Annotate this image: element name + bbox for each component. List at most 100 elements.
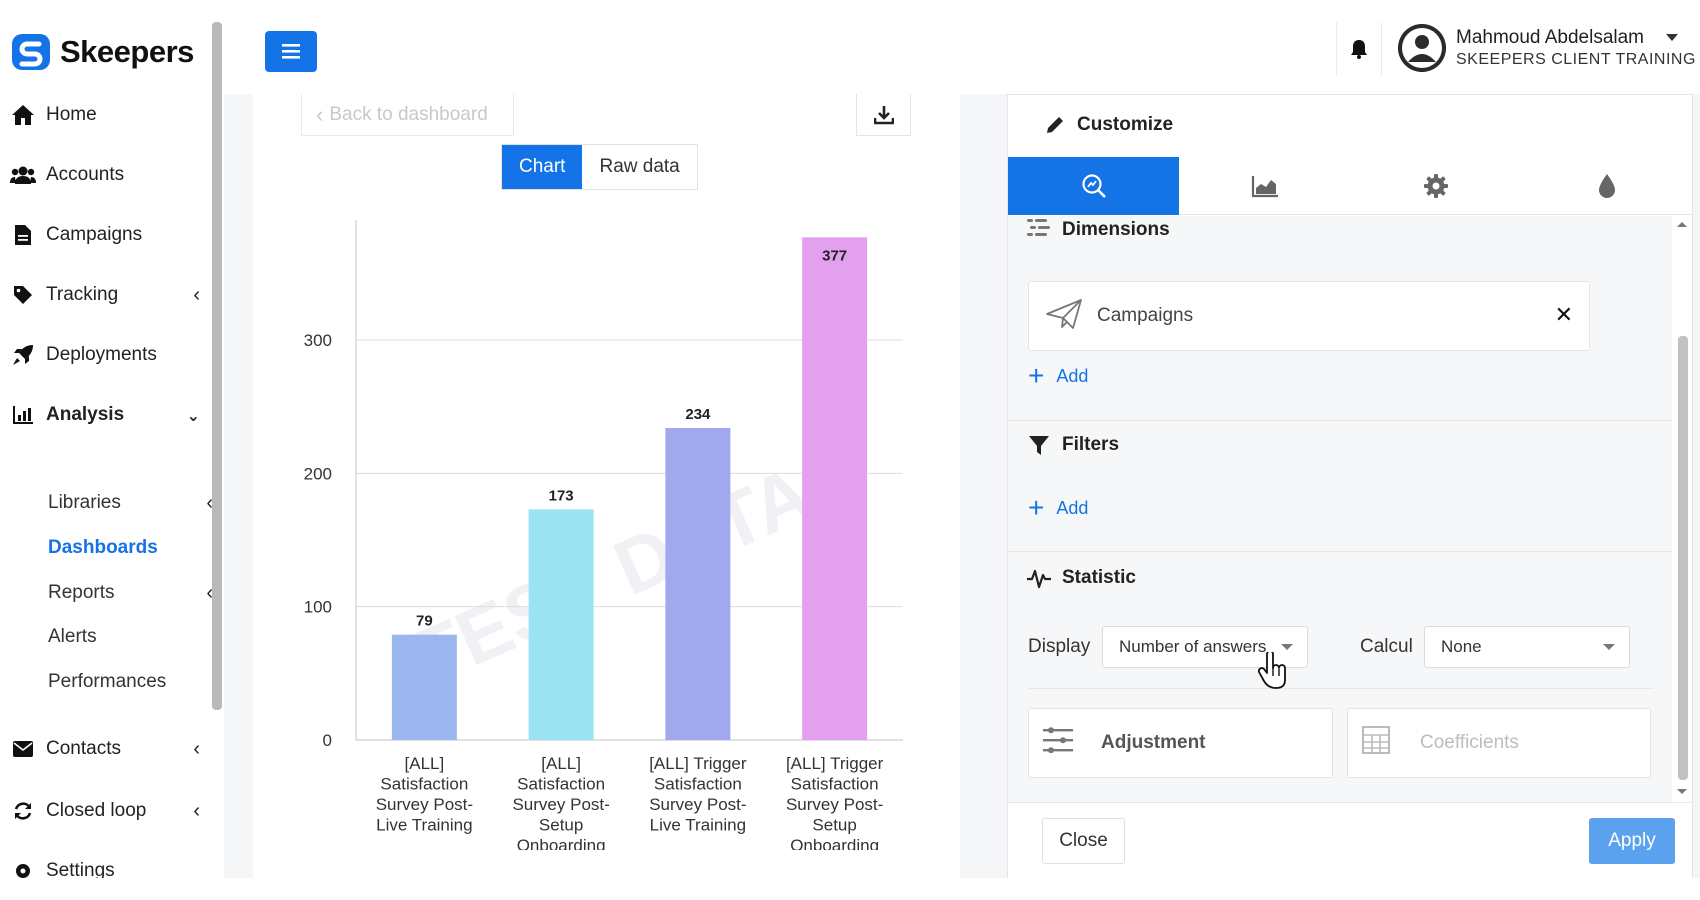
- data-label: 234: [685, 406, 711, 423]
- divider: [1028, 688, 1654, 689]
- user-menu[interactable]: Mahmoud Abdelsalam SKEEPERS CLIENT TRAIN…: [1398, 24, 1696, 72]
- y-tick-label: 300: [304, 331, 332, 350]
- gear-icon: [1423, 174, 1448, 198]
- dimensions-label: Dimensions: [1062, 219, 1170, 240]
- statistic-title: Statistic: [1026, 567, 1136, 589]
- y-tick-label: 0: [323, 731, 332, 750]
- sidebar-item-contacts[interactable]: Contacts ‹: [0, 738, 210, 760]
- notifications-button[interactable]: [1336, 22, 1382, 76]
- user-name: Mahmoud Abdelsalam: [1456, 27, 1644, 48]
- back-label: Back to dashboard: [329, 103, 488, 125]
- tab-data[interactable]: [1008, 157, 1179, 215]
- bell-icon: [1351, 40, 1367, 59]
- caret-down-icon[interactable]: [1666, 34, 1678, 41]
- sidebar-item-label: Settings: [46, 860, 115, 878]
- chevron-left-icon: ‹: [206, 582, 213, 604]
- dimension-label: Campaigns: [1097, 305, 1194, 326]
- dimension-campaigns-card[interactable]: Campaigns ✕: [1028, 281, 1590, 351]
- logo[interactable]: Skeepers: [10, 32, 194, 72]
- close-button[interactable]: Close: [1042, 818, 1125, 864]
- remove-dimension-icon[interactable]: ✕: [1554, 302, 1573, 327]
- chevron-left-icon: ‹: [316, 101, 324, 127]
- table-grid-icon: [1362, 726, 1402, 760]
- sidebar-subitem-reports[interactable]: Reports ‹: [48, 582, 213, 604]
- divider: [1008, 551, 1672, 552]
- area-chart-icon: [1251, 176, 1278, 198]
- caret-down-icon: [1281, 644, 1293, 650]
- back-to-dashboard-button[interactable]: ‹ Back to dashboard: [301, 94, 514, 136]
- sidebar-item-label: Closed loop: [46, 800, 147, 821]
- sidebar-item-tracking[interactable]: Tracking ‹: [0, 284, 210, 306]
- sidebar: Skeepers Home Accounts Campaigns Trackin…: [0, 22, 224, 878]
- pulse-icon: [1026, 567, 1052, 589]
- sidebar-subitem-dashboards[interactable]: Dashboards: [48, 537, 213, 559]
- sidebar-item-settings[interactable]: Settings: [0, 860, 210, 878]
- sidebar-subitem-label: Reports: [48, 582, 115, 603]
- sidebar-item-label: Campaigns: [46, 224, 143, 245]
- scroll-down-icon[interactable]: [1675, 787, 1689, 797]
- calcul-select[interactable]: None: [1424, 626, 1630, 668]
- scroll-up-icon[interactable]: [1675, 219, 1689, 229]
- chevron-down-icon: ⌄: [186, 408, 200, 425]
- sidebar-item-label: Accounts: [46, 164, 125, 185]
- gear-icon: [0, 861, 46, 878]
- add-dimension-button[interactable]: + Add: [1028, 362, 1088, 390]
- x-tick-label: [ALL] Trigger Satisfaction Survey Post-Liv…: [649, 754, 747, 835]
- tab-raw-data[interactable]: Raw data: [582, 145, 697, 189]
- skeepers-logo-icon: [12, 34, 50, 70]
- sidebar-item-analysis[interactable]: Analysis ⌄: [0, 404, 210, 426]
- download-icon: [873, 105, 894, 124]
- display-value: Number of answers: [1119, 637, 1267, 656]
- filter-icon: [1026, 434, 1052, 456]
- hand-cursor-icon: [1258, 652, 1286, 689]
- sidebar-subitem-libraries[interactable]: Libraries ‹: [48, 492, 213, 514]
- sidebar-subitem-alerts[interactable]: Alerts: [48, 626, 213, 648]
- customize-scroll-track[interactable]: [1675, 216, 1689, 808]
- sidebar-subitem-performances[interactable]: Performances: [48, 671, 213, 693]
- chevron-left-icon: ‹: [193, 799, 200, 822]
- tab-chart[interactable]: Chart: [502, 145, 583, 189]
- sidebar-item-deployments[interactable]: Deployments: [0, 344, 210, 366]
- tab-chart-type[interactable]: [1179, 157, 1350, 215]
- rocket-icon: [0, 344, 46, 366]
- add-label: Add: [1056, 497, 1089, 518]
- customize-tabs: [1008, 157, 1692, 215]
- add-label: Add: [1056, 365, 1089, 386]
- y-tick-label: 100: [304, 598, 332, 617]
- y-tick-label: 200: [304, 464, 332, 483]
- tab-colors[interactable]: [1521, 157, 1692, 215]
- sidebar-item-home[interactable]: Home: [0, 104, 210, 126]
- sliders-icon: [1043, 727, 1083, 759]
- caret-down-icon: [1603, 644, 1615, 650]
- coefficients-card[interactable]: Coefficients: [1347, 708, 1651, 778]
- sidebar-item-campaigns[interactable]: Campaigns: [0, 224, 210, 246]
- sidebar-subitem-label: Libraries: [48, 492, 121, 513]
- users-icon: [0, 165, 46, 185]
- statistic-label: Statistic: [1062, 567, 1136, 588]
- data-label: 377: [822, 247, 847, 264]
- menu-toggle-button[interactable]: [265, 31, 317, 72]
- apply-button[interactable]: Apply: [1589, 818, 1675, 864]
- top-bar: [224, 22, 1700, 94]
- tag-icon: [0, 285, 46, 305]
- sidebar-item-closed-loop[interactable]: Closed loop ‹: [0, 800, 210, 822]
- data-label: 173: [549, 487, 574, 504]
- display-label: Display: [1028, 636, 1091, 657]
- pencil-icon: [1047, 117, 1063, 133]
- hamburger-icon: [282, 44, 300, 59]
- adjustment-card[interactable]: Adjustment: [1028, 708, 1333, 778]
- adjustment-label: Adjustment: [1101, 732, 1206, 753]
- tab-settings[interactable]: [1350, 157, 1521, 215]
- avatar: [1398, 24, 1446, 72]
- sidebar-subitem-label: Alerts: [48, 626, 97, 647]
- bar: [391, 634, 457, 740]
- customize-scrollbar[interactable]: [1678, 336, 1688, 780]
- sidebar-scrollbar[interactable]: [212, 22, 222, 710]
- sidebar-item-label: Deployments: [46, 344, 157, 365]
- filters-title: Filters: [1026, 434, 1119, 456]
- sidebar-item-accounts[interactable]: Accounts: [0, 164, 210, 186]
- add-filter-button[interactable]: + Add: [1028, 494, 1088, 522]
- sidebar-item-label: Contacts: [46, 738, 121, 759]
- download-button[interactable]: [856, 94, 911, 136]
- paper-plane-icon: [1045, 298, 1097, 335]
